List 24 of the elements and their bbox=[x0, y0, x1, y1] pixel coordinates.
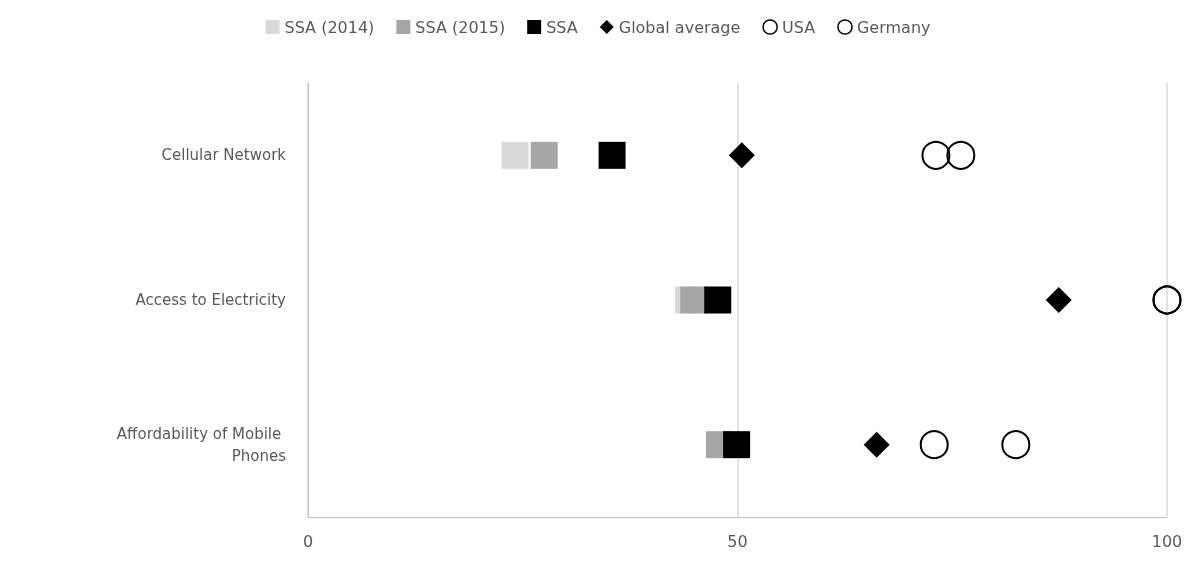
x-tick-label: 100 bbox=[1151, 531, 1183, 551]
legend-label: SSA (2015) bbox=[415, 17, 506, 37]
point bbox=[530, 141, 558, 169]
point bbox=[1001, 430, 1031, 460]
legend-label: USA bbox=[782, 17, 816, 37]
point bbox=[921, 140, 951, 170]
y-tick-label: Cellular Network bbox=[161, 146, 287, 165]
legend-label: SSA bbox=[546, 17, 578, 37]
x-tick-label: 0 bbox=[302, 531, 314, 551]
point bbox=[723, 431, 751, 459]
point bbox=[1045, 287, 1072, 313]
legend-label: SSA (2014) bbox=[284, 17, 375, 37]
point bbox=[728, 142, 755, 169]
point bbox=[501, 141, 529, 169]
point bbox=[863, 431, 890, 458]
point bbox=[919, 430, 949, 460]
x-tick-label: 50 bbox=[727, 531, 748, 551]
point bbox=[704, 286, 732, 314]
point bbox=[598, 141, 626, 169]
legend-label: Germany bbox=[856, 17, 931, 37]
legend-label: Global average bbox=[618, 17, 741, 37]
y-tick-label: Access to Electricity bbox=[135, 291, 287, 309]
y-tick-label: Affordability of Mobile Phones bbox=[116, 424, 287, 465]
point bbox=[946, 140, 976, 170]
